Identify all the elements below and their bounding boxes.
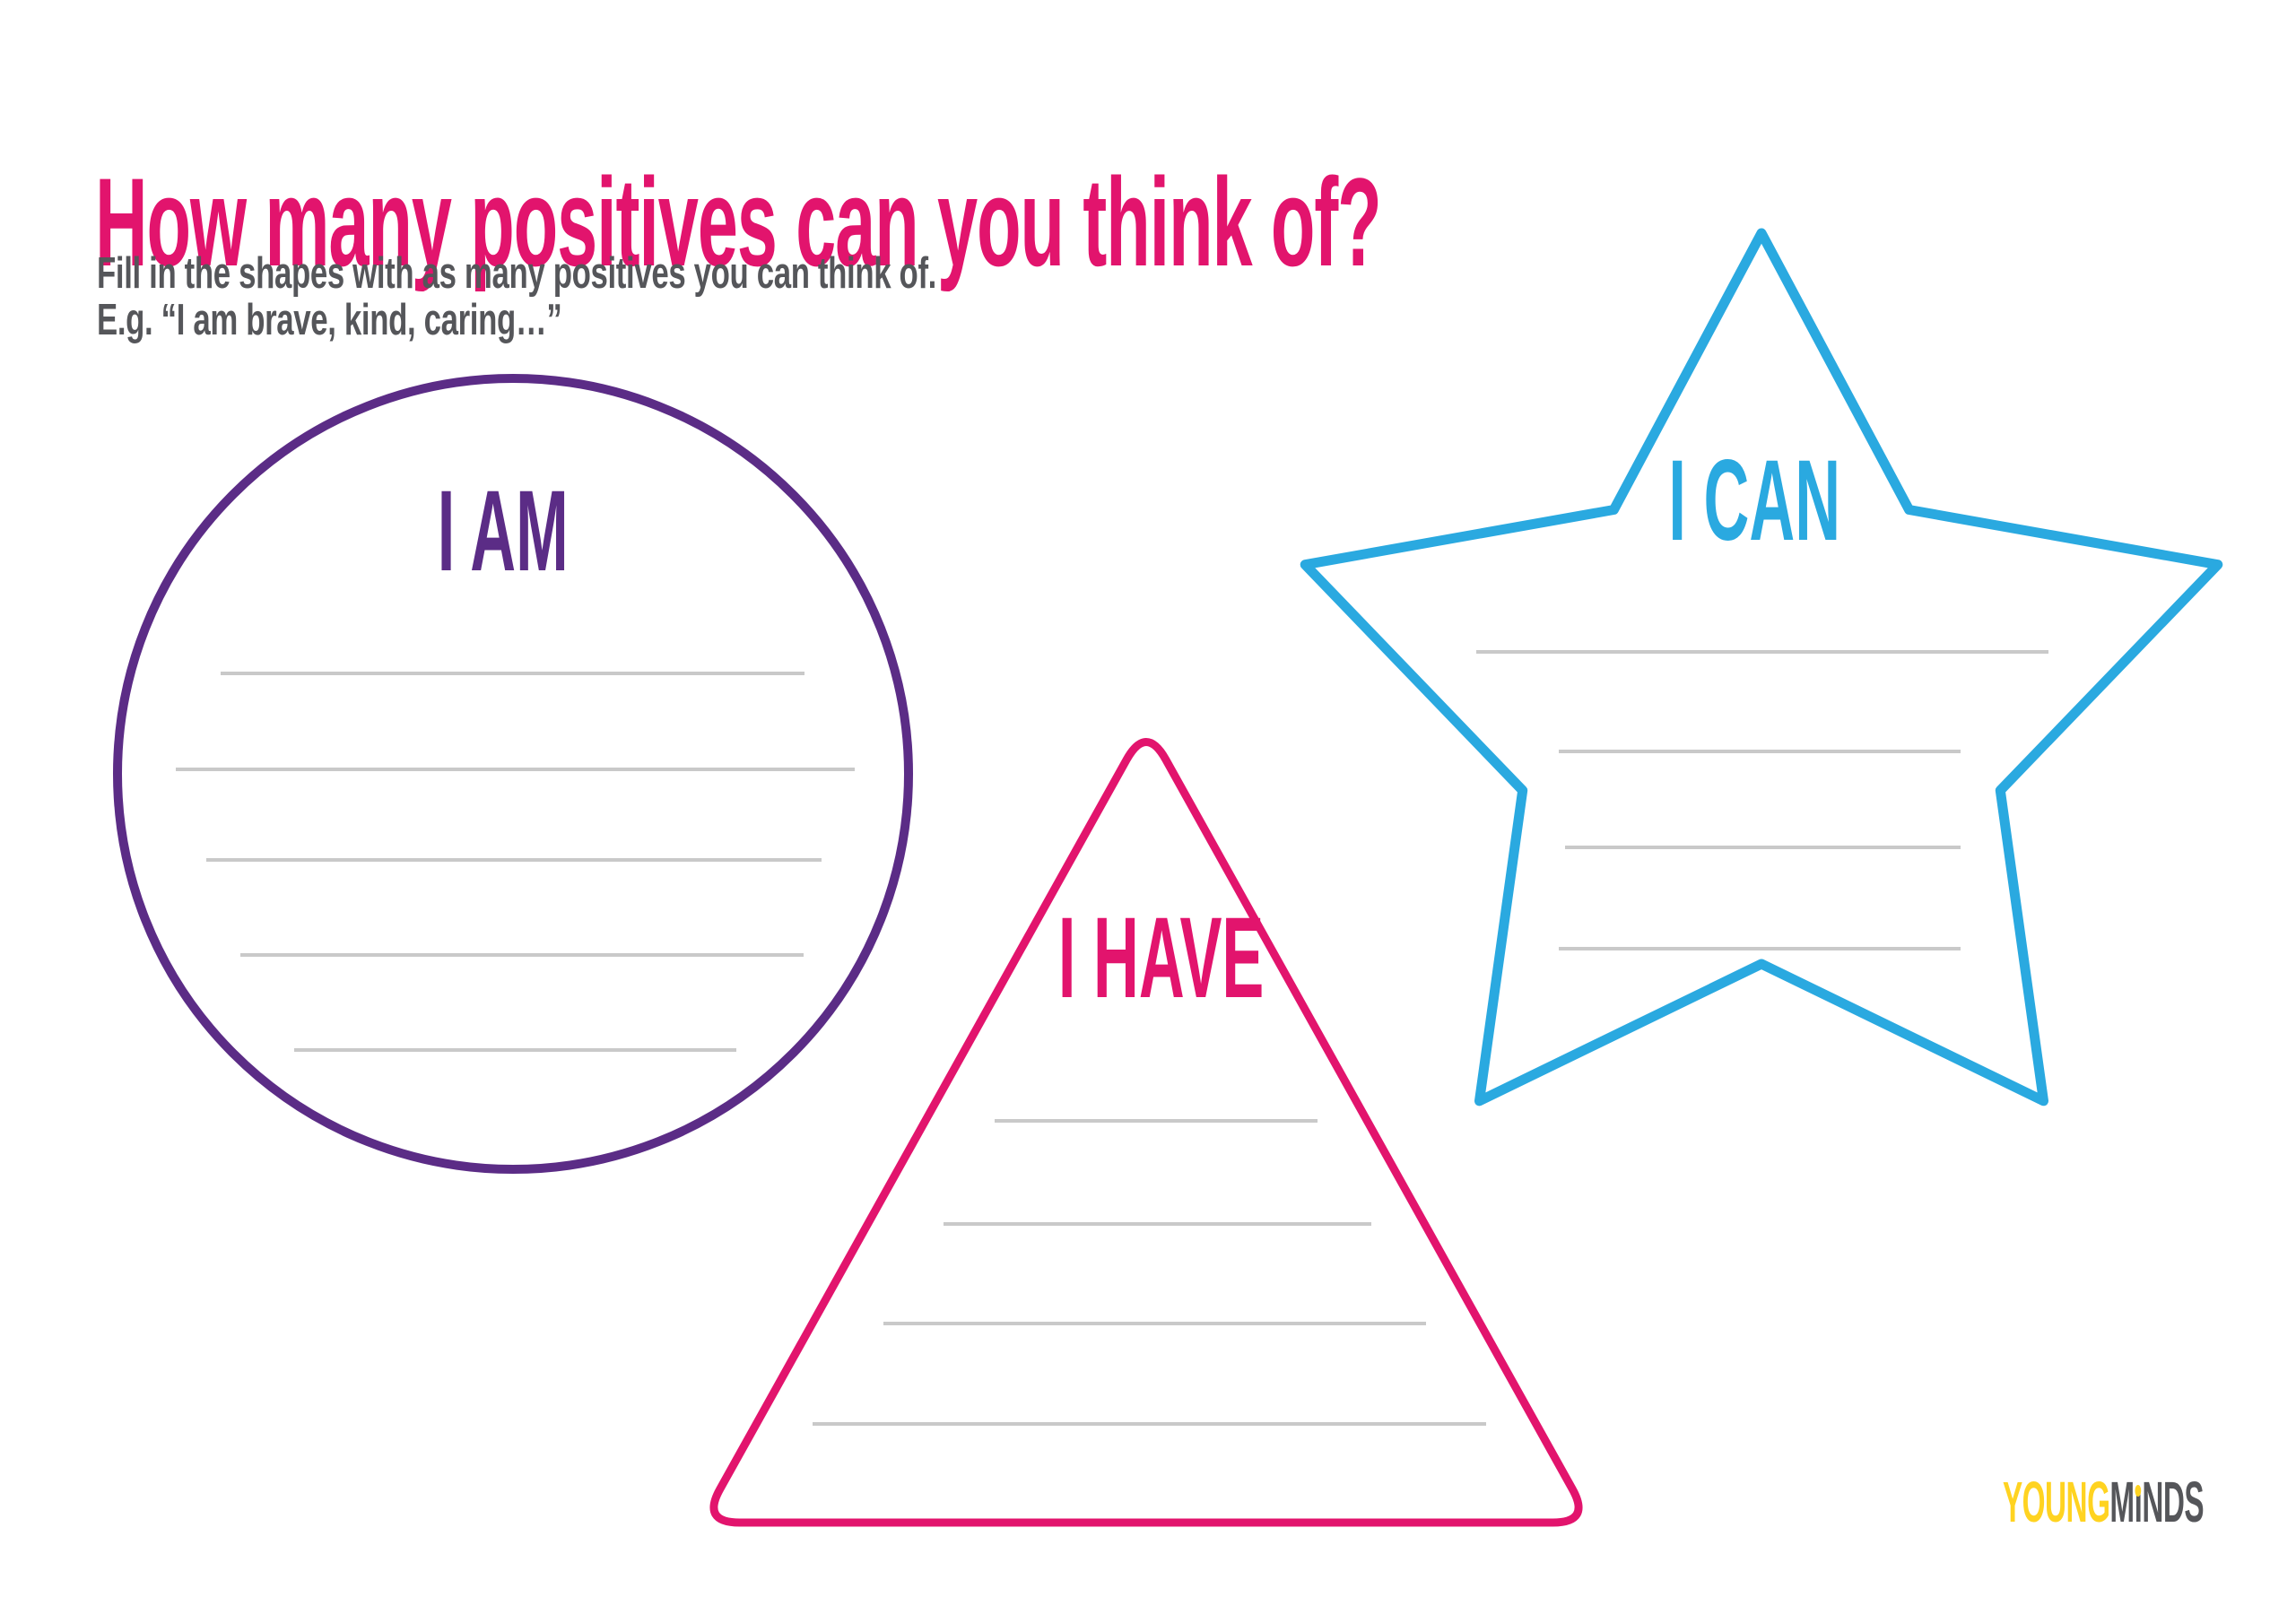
i-can-writing-lines [1476,650,2048,950]
i-have-label: I HAVE [1058,894,1265,1022]
i-am-label: I AM [438,467,569,595]
i-have-writing-lines [813,1119,1486,1426]
i-am-writing-lines [176,672,855,1052]
i-can-star-outline [1300,228,2223,1107]
logo-i: ı [2134,1470,2143,1534]
page-title: How many positives can you think of? [95,151,1382,292]
i-am-circle-outline [113,374,913,1174]
i-have-triangle-outline [709,738,1583,1527]
logo-young: YOUNG [2003,1470,2110,1534]
instructions-line-1: Fill in the shapes with as many positive… [97,249,936,298]
instructions: Fill in the shapes with as many positive… [97,250,936,343]
youngminds-logo: YOUNGMı NDS [2003,1470,2205,1534]
logo-m: M [2109,1470,2135,1534]
instructions-line-2: E.g. “I am brave, kind, caring…” [97,296,562,344]
i-can-label: I CAN [1668,437,1840,565]
logo-i-dot [2135,1485,2142,1497]
logo-nds: NDS [2142,1470,2205,1534]
